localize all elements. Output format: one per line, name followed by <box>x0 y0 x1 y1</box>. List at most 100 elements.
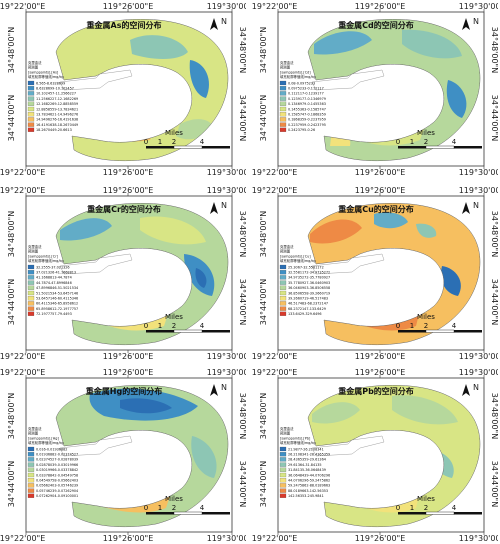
scale-tick-label: 4 <box>200 138 205 146</box>
legend-class-label: 59.2475862-88.0189663 <box>288 484 330 488</box>
scale-unit-label: Miles <box>165 495 183 503</box>
lat-label-top-right: 34°48'00"N <box>490 393 498 439</box>
lon-label-mid-bottom: 119°26'00"E <box>355 534 406 543</box>
legend-swatch <box>279 301 287 306</box>
lon-label-mid: 119°26'00"E <box>103 2 154 11</box>
legend-class-label: 0.112117-0.1239177 <box>288 92 324 96</box>
legend-swatch <box>279 91 287 96</box>
legend-field: [samppoints].[Pb] <box>280 437 311 441</box>
scale-bar <box>398 145 482 149</box>
legend-swatch <box>27 112 35 117</box>
legend-swatch <box>279 457 287 462</box>
lon-label-left: 119°22'00"E <box>0 2 45 11</box>
lon-label-right-bottom: 119°30'00"E <box>207 168 246 177</box>
legend-class-label: 0.03019966-0.03378842 <box>36 468 78 472</box>
scale-tick-label: 4 <box>452 504 457 512</box>
legend-swatch <box>27 285 35 290</box>
lat-label-top-right: 34°48'00"N <box>238 393 246 439</box>
north-label: N <box>221 201 227 210</box>
legend-class-label: 65.8958612-72.1977757 <box>36 307 78 311</box>
lon-label-right: 119°30'00"E <box>207 186 246 195</box>
contour-zone <box>195 268 207 288</box>
contour-zone <box>440 266 461 296</box>
legend-swatch <box>279 467 287 472</box>
legend-class-label: 0.0975233-0.112117 <box>288 87 324 91</box>
legend-class-label: 0.2423795-0.26 <box>288 128 315 132</box>
lon-label-left-bottom: 119°22'00"E <box>252 534 297 543</box>
legend-unit: 填充轮廓等值线/mg/kg <box>28 258 64 263</box>
scale-unit-label: Miles <box>165 129 183 137</box>
lon-label-right: 119°30'00"E <box>459 2 498 11</box>
legend-class-label: 39.2660719-46.517483 <box>288 297 328 301</box>
lat-label-bottom-left: 34°44'00"N <box>7 279 16 325</box>
legend-class-label: 37.021326-41.1668813 <box>36 271 76 275</box>
contour-zone <box>56 385 228 527</box>
scale-tick-label: 1 <box>410 138 414 146</box>
lon-label-right: 119°30'00"E <box>459 186 498 195</box>
legend-class-label: 32.2555-37.021326 <box>36 265 70 269</box>
north-label: N <box>221 17 227 26</box>
scale-bar <box>146 145 230 149</box>
legend-swatch <box>279 290 287 296</box>
lon-label-mid: 119°26'00"E <box>355 368 406 377</box>
legend-subtitle: 预测图 <box>280 431 291 436</box>
scale-tick-label: 2 <box>172 322 176 330</box>
scale-tick-label: 1 <box>410 322 414 330</box>
legend-swatch <box>279 96 287 101</box>
legend-class-label: 51.5021534-53.6457146 <box>36 291 78 295</box>
map-title: 重金属As的空间分布 <box>87 20 162 30</box>
north-arrow-icon <box>462 202 470 214</box>
legend-swatch <box>27 86 35 91</box>
harbour-land-mask <box>59 253 133 275</box>
lon-label-mid-bottom: 119°26'00"E <box>103 534 154 543</box>
legend-class-label: 72.1977757-79.4493 <box>36 312 72 316</box>
legend-class-label: 0.1239177-0.1346979 <box>288 97 326 101</box>
map-svg-pb: 119°22'00"E 119°26'00"E 119°30'00"E 119°22'… <box>252 368 498 543</box>
legend-class-label: 12.8858559-13.7834621 <box>36 107 78 111</box>
legend-title: 克里金法 <box>28 60 42 65</box>
legend-swatch <box>279 296 287 301</box>
map-panel-cr: 119°22'00"E 119°26'00"E 119°30'00"E 119°22'… <box>0 184 246 362</box>
scale-tick-label: 1 <box>158 138 162 146</box>
scale-bar <box>146 329 230 333</box>
legend-class-label: 46.517483-68.2372147 <box>288 302 328 306</box>
legend-swatch <box>279 493 287 498</box>
map-panel-cu: 119°22'00"E 119°26'00"E 119°30'00"E 119°22'… <box>252 184 498 362</box>
legend-class-label: 0.1585747-0.1868359 <box>288 113 326 117</box>
north-label: N <box>473 201 479 210</box>
scale-tick-label: 2 <box>424 322 428 330</box>
legend-class-label: 10.102457-11.2566227 <box>36 92 76 96</box>
legend-field: [samppoints].[Cr] <box>28 255 59 259</box>
legend-class-label: 133.6429-329.6496 <box>288 312 322 316</box>
legend-title: 克里金法 <box>28 244 42 249</box>
legend-class-label: 0.08-0.0975233 <box>288 81 315 85</box>
legend-class-label: 34.9735272-35.7780927 <box>288 276 330 280</box>
lat-label-top-left: 34°48'00"N <box>7 393 16 439</box>
legend-class-label: 18.2670449-20.6613 <box>36 128 72 132</box>
legend-class-label: 0.016-0.01936882 <box>36 447 67 451</box>
legend-swatch <box>279 311 287 316</box>
lat-label-bottom-left: 34°44'00"N <box>7 461 16 507</box>
scale-tick-label: 4 <box>200 504 205 512</box>
legend-class-label: 44.7874-47.8996846 <box>36 281 72 285</box>
legend-class-label: 12.1682269-12.8858559 <box>36 102 78 106</box>
lat-label-bottom-left: 34°44'00"N <box>259 95 268 141</box>
legend-class-label: 6.565-8.6328699 <box>36 81 65 85</box>
contour-zone <box>308 203 480 345</box>
legend-title: 克里金法 <box>280 426 294 431</box>
legend-swatch <box>279 478 287 483</box>
legend-swatch <box>279 101 287 106</box>
lon-label-right-bottom: 119°30'00"E <box>207 534 246 543</box>
legend-class-label: 29.61364-31.84135 <box>288 463 322 467</box>
contour-zone <box>416 223 437 238</box>
legend-swatch <box>27 462 35 467</box>
north-arrow-icon <box>462 384 470 396</box>
lat-label-top-left: 34°48'00"N <box>259 27 268 73</box>
map-title: 重金属Cr的空间分布 <box>87 204 161 214</box>
legend-field: [samppoints].[Cu] <box>280 255 311 259</box>
legend-field: [samppoints].[Cd] <box>280 71 311 75</box>
legend-class-label: 0.1346979-0.1455363 <box>288 102 326 106</box>
legend-unit: 填充轮廓等值线/mg/kg <box>28 74 64 79</box>
legend-swatch <box>279 452 287 457</box>
lat-label-top-right: 34°48'00"N <box>238 27 246 73</box>
